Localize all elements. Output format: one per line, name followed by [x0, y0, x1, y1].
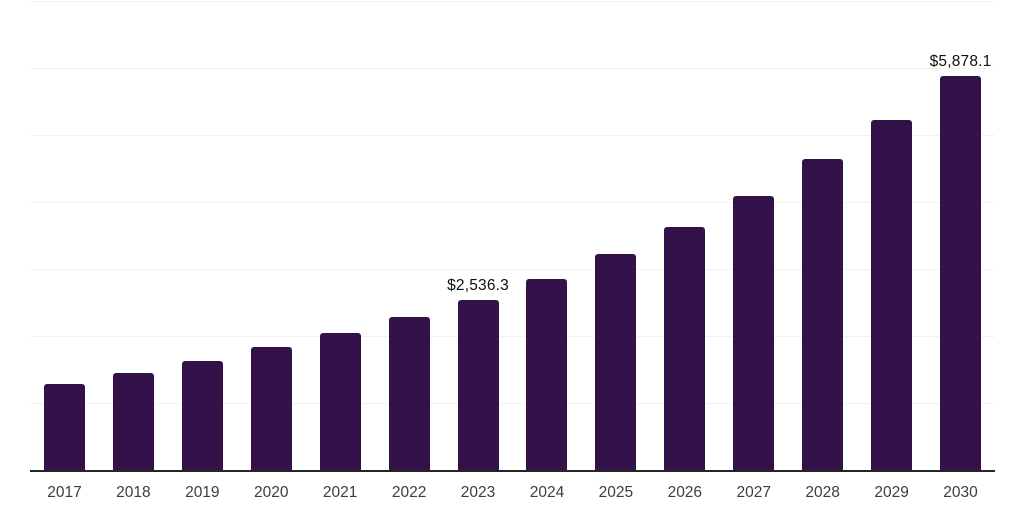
x-tick-label-2020: 2020 — [254, 484, 289, 501]
bar-2024 — [526, 279, 568, 470]
bar-2022 — [388, 317, 430, 470]
bar-2025 — [595, 253, 637, 470]
x-tick-label-2030: 2030 — [943, 484, 978, 501]
gridline-2000 — [30, 336, 995, 337]
bar-2020 — [250, 347, 292, 470]
bar-2021 — [319, 333, 361, 470]
data-label-2030: $5,878.1 — [929, 53, 992, 71]
gridline-7000 — [30, 1, 995, 2]
x-tick-label-2017: 2017 — [47, 484, 82, 501]
x-tick-label-2029: 2029 — [874, 484, 909, 501]
x-tick-label-2019: 2019 — [185, 484, 220, 501]
bar-2019 — [181, 361, 223, 470]
x-tick-label-2023: 2023 — [460, 484, 496, 501]
x-tick-label-2021: 2021 — [322, 484, 358, 501]
x-tick-label-2018: 2018 — [116, 484, 151, 501]
x-tick-label-2025: 2025 — [598, 484, 634, 501]
bar-2028 — [802, 159, 844, 470]
x-tick-label-2028: 2028 — [805, 484, 840, 501]
x-tick-label-2026: 2026 — [667, 484, 703, 501]
plot-area: $2,536.3 $5,878.1 — [30, 0, 995, 472]
bar-2026 — [664, 226, 706, 470]
gridline-4000 — [30, 202, 995, 203]
bar-2017 — [43, 383, 85, 470]
bar-2023 — [457, 300, 499, 470]
data-label-2023: $2,536.3 — [447, 277, 509, 295]
gridline-6000 — [30, 68, 995, 69]
bar-2018 — [112, 372, 154, 470]
gridline-3000 — [30, 269, 995, 270]
gridline-5000 — [30, 135, 995, 136]
x-tick-label-2027: 2027 — [736, 484, 771, 501]
x-tick-label-2022: 2022 — [391, 484, 427, 501]
x-tick-label-2024: 2024 — [529, 484, 565, 501]
x-axis-line — [30, 470, 995, 472]
bar-2030 — [940, 76, 982, 470]
bar-2027 — [733, 195, 775, 470]
bar-2029 — [871, 120, 913, 470]
gridline-1000 — [30, 403, 995, 404]
